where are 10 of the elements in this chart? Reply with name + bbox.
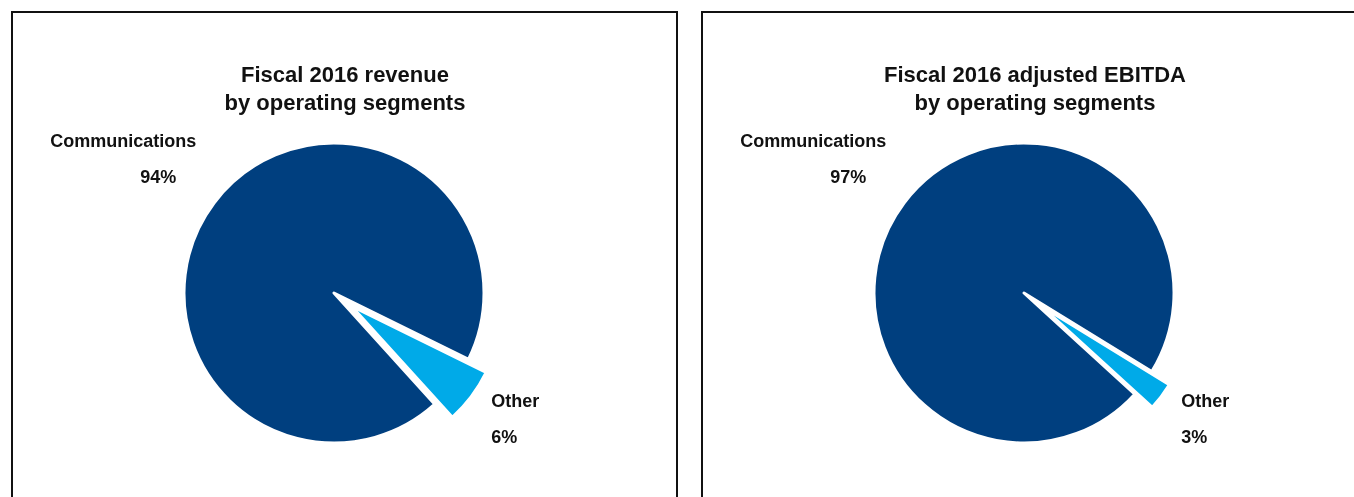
- data-label: 6%: [491, 426, 518, 447]
- slice-label: Other: [1181, 390, 1230, 411]
- chart-title: Fiscal 2016 revenue by operating segments: [224, 62, 466, 115]
- slice-label: Communications: [740, 130, 887, 151]
- data-label: 97%: [830, 166, 867, 187]
- chart-title: Fiscal 2016 adjusted EBITDA by operating segments: [884, 62, 1187, 115]
- data-label: 94%: [140, 166, 177, 187]
- data-label: 3%: [1181, 426, 1208, 447]
- slice-label: Communications: [50, 130, 197, 151]
- slice-label: Other: [491, 390, 540, 411]
